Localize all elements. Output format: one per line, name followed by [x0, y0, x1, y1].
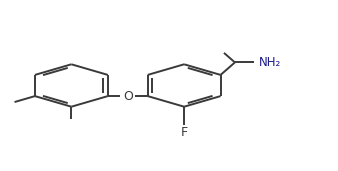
Text: F: F — [180, 126, 188, 139]
Text: O: O — [123, 90, 133, 103]
Text: NH₂: NH₂ — [259, 56, 281, 69]
